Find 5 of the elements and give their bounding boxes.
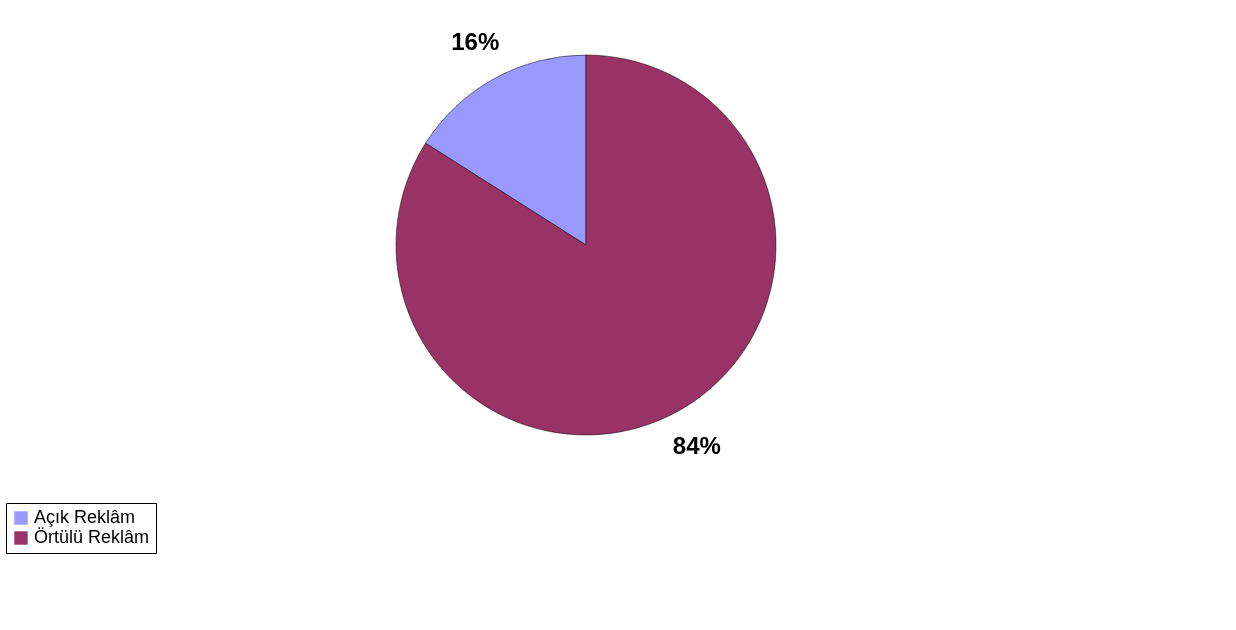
legend-label: Açık Reklâm <box>34 507 136 527</box>
legend-label: Örtülü Reklâm <box>34 527 150 547</box>
data-label: 16% <box>451 28 500 56</box>
pie-slice <box>395 54 777 435</box>
data-label: 84% <box>672 431 721 459</box>
